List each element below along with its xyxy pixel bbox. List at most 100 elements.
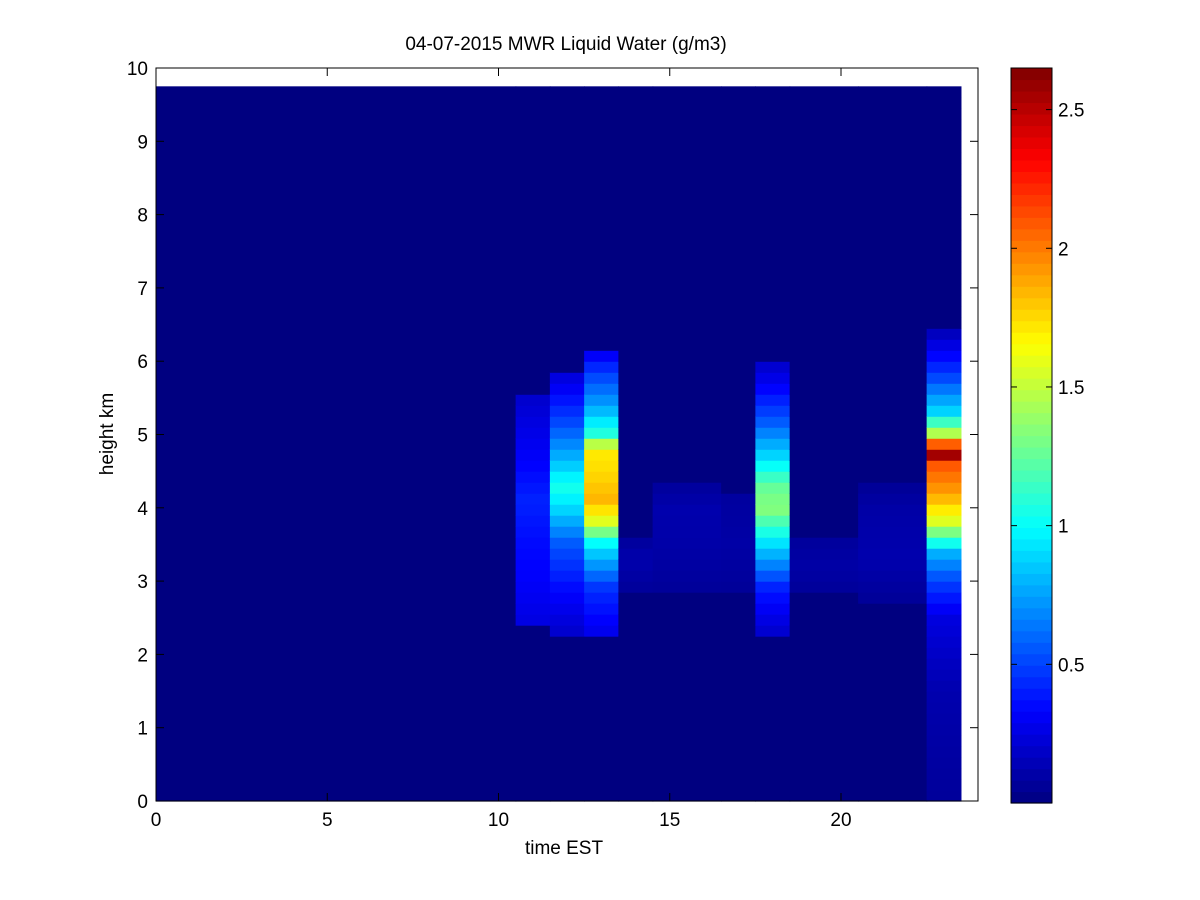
heatmap-cell <box>549 614 585 626</box>
heatmap-cell <box>618 97 654 109</box>
heatmap-cell <box>515 306 551 318</box>
heatmap-cell <box>618 471 654 483</box>
heatmap-cell <box>858 339 928 351</box>
heatmap-cell <box>515 218 551 230</box>
colorbar-step <box>1011 320 1052 333</box>
heatmap-cell <box>584 295 619 307</box>
y-tick-label: 2 <box>137 645 148 666</box>
heatmap-cell <box>926 548 962 560</box>
heatmap-cell <box>156 460 517 472</box>
heatmap-cell <box>755 724 791 736</box>
heatmap-cell <box>515 537 551 549</box>
heatmap-cell <box>789 471 859 483</box>
heatmap-cell <box>549 779 585 791</box>
heatmap-cell <box>652 372 722 384</box>
heatmap-cell <box>755 614 791 626</box>
heatmap-cell <box>858 416 928 428</box>
heatmap-cell <box>652 647 722 659</box>
heatmap-cell <box>549 372 585 384</box>
heatmap-cell <box>618 790 654 802</box>
heatmap-cell <box>926 317 962 329</box>
heatmap-cell <box>652 614 722 626</box>
heatmap-cell <box>549 515 585 527</box>
heatmap-cell <box>721 548 756 560</box>
heatmap-cell <box>652 185 722 197</box>
heatmap-cell <box>584 119 619 131</box>
heatmap-cell <box>721 317 756 329</box>
heatmap-cell <box>721 108 756 120</box>
heatmap-cell <box>858 460 928 472</box>
heatmap-cell <box>721 295 756 307</box>
heatmap-cell <box>858 592 928 604</box>
heatmap-cell <box>858 603 928 615</box>
colorbar-step <box>1011 550 1052 563</box>
heatmap-cell <box>618 306 654 318</box>
heatmap-cell <box>618 559 654 571</box>
heatmap-cell <box>549 97 585 109</box>
heatmap-cell <box>515 603 551 615</box>
colorbar-step <box>1011 171 1052 184</box>
heatmap-cell <box>652 207 722 219</box>
heatmap-cell <box>549 339 585 351</box>
colorbar-step <box>1011 113 1052 127</box>
colorbar-step <box>1011 378 1052 391</box>
heatmap-cell <box>789 86 859 98</box>
heatmap-cell <box>721 735 756 747</box>
heatmap-cell <box>858 482 928 494</box>
heatmap-cell <box>926 141 962 153</box>
heatmap-cell <box>515 581 551 593</box>
heatmap-cell <box>584 130 619 142</box>
heatmap-cell <box>584 438 619 450</box>
heatmap-cell <box>652 350 722 362</box>
heatmap-cell <box>721 196 756 208</box>
heatmap-cell <box>652 504 722 516</box>
heatmap-cell <box>584 229 619 241</box>
heatmap-cell <box>156 427 517 439</box>
heatmap-cell <box>721 636 756 648</box>
colorbar-step <box>1011 504 1052 517</box>
heatmap-cell <box>858 570 928 582</box>
heatmap-cell <box>515 317 551 329</box>
heatmap-cell <box>789 405 859 417</box>
heatmap-cell <box>549 185 585 197</box>
heatmap-cell <box>156 581 517 593</box>
heatmap-cell <box>721 86 756 98</box>
heatmap-cell <box>156 779 517 791</box>
colorbar-step <box>1011 412 1052 425</box>
heatmap-cell <box>755 251 791 263</box>
colorbar-step <box>1011 492 1052 505</box>
heatmap-cell <box>652 438 722 450</box>
heatmap-cell <box>858 196 928 208</box>
heatmap-cell <box>618 317 654 329</box>
heatmap-cell <box>584 581 619 593</box>
heatmap-cell <box>789 449 859 461</box>
colorbar-tick-label: 1.5 <box>1058 378 1084 399</box>
heatmap-cell <box>721 251 756 263</box>
heatmap-cell <box>156 746 517 758</box>
heatmap-cell <box>549 218 585 230</box>
heatmap-cell <box>789 295 859 307</box>
heatmap-cell <box>755 548 791 560</box>
heatmap-cell <box>721 680 756 692</box>
y-tick-label: 4 <box>137 499 148 520</box>
heatmap-cell <box>652 779 722 791</box>
heatmap-cell <box>549 350 585 362</box>
heatmap-cell <box>549 449 585 461</box>
heatmap-cell <box>858 504 928 516</box>
heatmap-cell <box>652 273 722 285</box>
heatmap-cell <box>652 515 722 527</box>
heatmap-cell <box>156 757 517 769</box>
heatmap-cell <box>721 669 756 681</box>
heatmap-cell <box>618 625 654 637</box>
y-tick-label: 8 <box>137 206 148 227</box>
heatmap-cell <box>652 548 722 560</box>
heatmap-cell <box>515 559 551 571</box>
heatmap-cell <box>755 405 791 417</box>
heatmap-cell <box>755 636 791 648</box>
colorbar-step <box>1011 791 1052 804</box>
heatmap-cell <box>789 119 859 131</box>
colorbar-step <box>1011 297 1052 310</box>
heatmap-cell <box>156 328 517 340</box>
heatmap-cell <box>584 383 619 395</box>
heatmap-cell <box>618 438 654 450</box>
